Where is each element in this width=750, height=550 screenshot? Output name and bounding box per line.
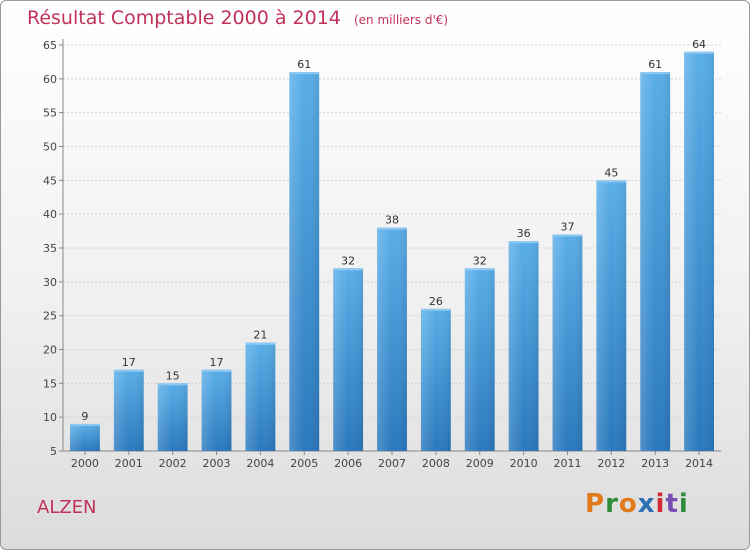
bar-top [464, 268, 495, 271]
data-label: 61 [648, 58, 662, 71]
bar-shine [201, 369, 232, 451]
x-tick-label: 2003 [203, 457, 231, 470]
x-tick-label: 2009 [466, 457, 494, 470]
bar-shine [640, 72, 671, 452]
bar-shine [464, 268, 495, 451]
bar-top [157, 383, 188, 386]
bar-shine [684, 51, 714, 452]
y-tick-label: 15 [43, 377, 57, 390]
x-tick-label: 2010 [510, 457, 538, 470]
bar-shine [289, 72, 320, 452]
logo-letter: r [605, 489, 619, 519]
data-label: 32 [473, 254, 487, 267]
y-tick-label: 10 [43, 411, 57, 424]
proxiti-logo[interactable]: Proxiti [585, 489, 689, 519]
data-label: 17 [210, 356, 224, 369]
x-tick-label: 2012 [597, 457, 625, 470]
logo-letter: x [637, 489, 656, 519]
location-label: ALZEN [37, 497, 97, 518]
bar-top [245, 342, 276, 345]
bar-top [377, 227, 407, 230]
bar-shine [552, 234, 583, 451]
y-tick-label: 25 [43, 310, 57, 323]
logo-letter: i [678, 489, 689, 519]
data-label: 45 [604, 166, 618, 179]
data-label: 17 [122, 356, 136, 369]
bar-shine [377, 227, 407, 451]
x-tick-label: 2005 [290, 457, 318, 470]
data-label: 38 [385, 214, 399, 227]
data-label: 37 [560, 220, 574, 233]
bar-top [420, 308, 451, 311]
bar-top [201, 369, 232, 372]
bar-shine [70, 423, 100, 451]
chart-subtitle: (en milliers d'€) [353, 13, 449, 27]
bar-shine [420, 308, 451, 451]
x-tick-label: 2007 [378, 457, 406, 470]
data-label: 21 [253, 329, 267, 342]
bar-top [333, 268, 364, 271]
bar-shine [245, 342, 276, 451]
data-label: 36 [517, 227, 531, 240]
bar-top [508, 241, 539, 244]
bar-shine [508, 241, 539, 451]
data-label: 64 [692, 38, 706, 51]
bars [70, 51, 714, 452]
x-tick-label: 2011 [553, 457, 581, 470]
y-tick-label: 50 [43, 141, 57, 154]
data-label: 32 [341, 254, 355, 267]
data-label: 15 [166, 369, 180, 382]
bar-shine [157, 383, 188, 451]
logo-letter: t [665, 489, 679, 519]
x-tick-label: 2006 [334, 457, 362, 470]
chart-title: Résultat Comptable 2000 à 2014 [27, 7, 341, 29]
x-tick-label: 2013 [641, 457, 669, 470]
x-tick-label: 2000 [71, 457, 99, 470]
bar-top [552, 234, 583, 237]
chart-header: Résultat Comptable 2000 à 2014 (en milli… [27, 7, 448, 29]
data-label: 26 [429, 295, 443, 308]
x-tick-label: 2002 [159, 457, 187, 470]
labels: 5 10 15 20 25 30 35 40 45 50 55 60 65 9 2000 17 2001 15 20… [43, 38, 713, 470]
bar-shine [596, 180, 627, 452]
y-tick-label: 40 [43, 208, 57, 221]
y-tick-label: 60 [43, 73, 57, 86]
y-tick-label: 45 [43, 174, 57, 187]
y-tick-label: 30 [43, 276, 57, 289]
x-tick-label: 2014 [685, 457, 713, 470]
bar-shine [333, 268, 364, 451]
y-tick-label: 55 [43, 107, 57, 120]
x-tick-label: 2008 [422, 457, 450, 470]
logo-letter: i [655, 489, 666, 519]
y-tick-label: 35 [43, 242, 57, 255]
data-label: 61 [297, 58, 311, 71]
bar-top [596, 180, 627, 183]
x-tick-label: 2004 [246, 457, 274, 470]
bar-top [113, 369, 144, 372]
bar-top [70, 423, 100, 426]
bar-top [289, 72, 320, 75]
bar-top [684, 51, 714, 54]
data-label: 9 [81, 410, 88, 423]
logo-letter: P [585, 489, 606, 519]
y-tick-label: 5 [50, 445, 57, 458]
y-tick-label: 20 [43, 344, 57, 357]
x-tick-label: 2001 [115, 457, 143, 470]
y-tick-label: 65 [43, 39, 57, 52]
logo-letter: o [618, 489, 638, 519]
bar-shine [113, 369, 144, 451]
bar-top [640, 72, 671, 75]
